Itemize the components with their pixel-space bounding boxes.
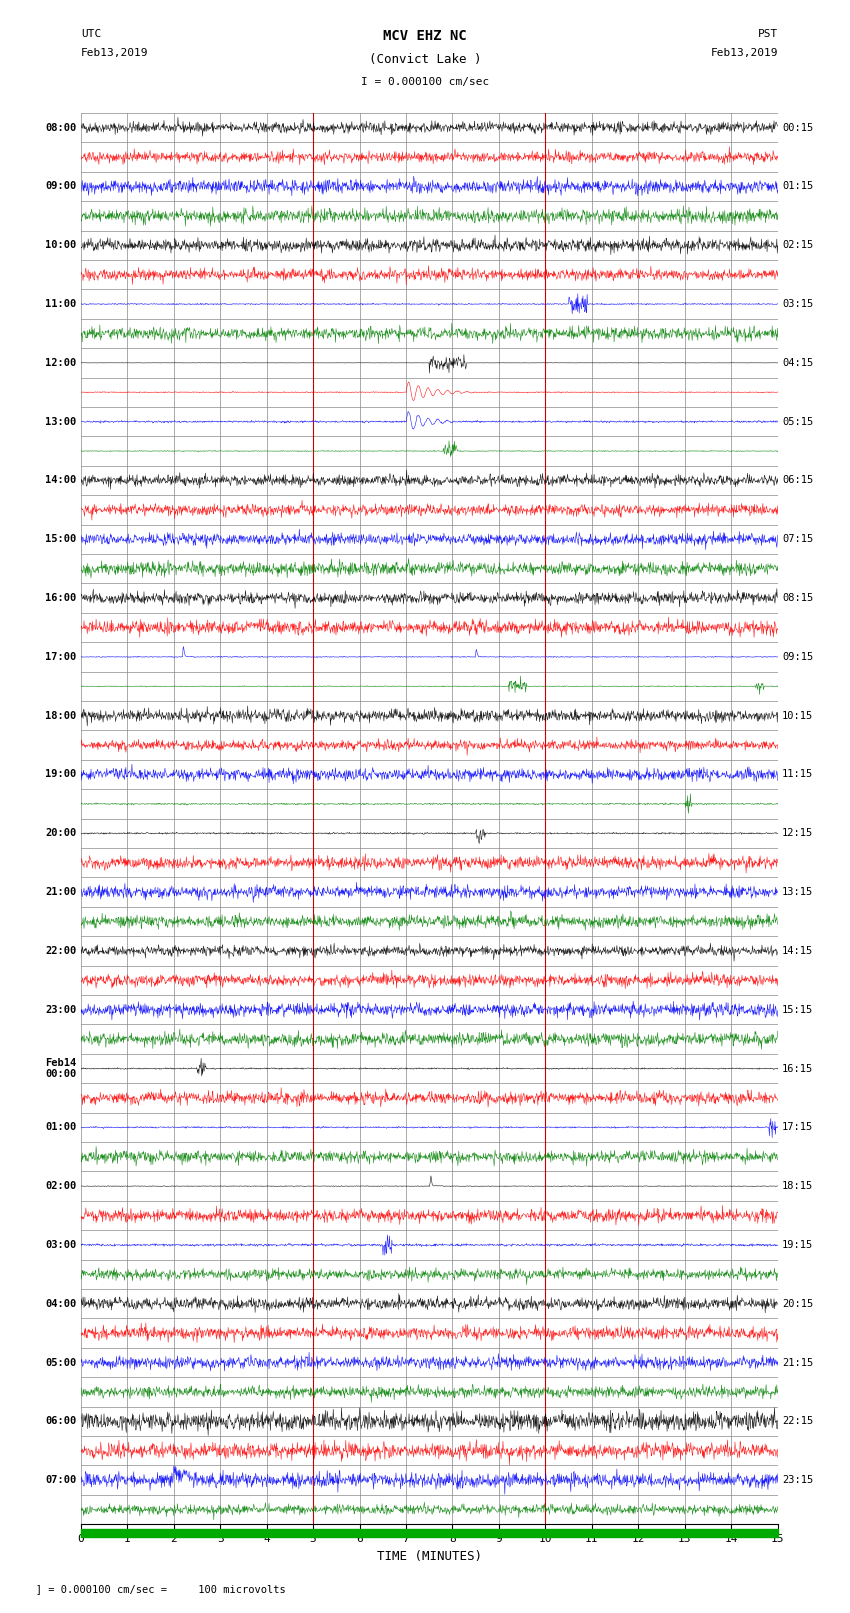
Text: 07:00: 07:00 — [45, 1476, 76, 1486]
X-axis label: TIME (MINUTES): TIME (MINUTES) — [377, 1550, 482, 1563]
Text: 09:00: 09:00 — [45, 181, 76, 192]
Text: 03:00: 03:00 — [45, 1240, 76, 1250]
Text: 00:15: 00:15 — [782, 123, 813, 132]
Text: 04:15: 04:15 — [782, 358, 813, 368]
Text: I = 0.000100 cm/sec: I = 0.000100 cm/sec — [361, 77, 489, 87]
Text: 01:15: 01:15 — [782, 181, 813, 192]
Text: 05:15: 05:15 — [782, 416, 813, 427]
Text: 13:00: 13:00 — [45, 416, 76, 427]
Text: ] = 0.000100 cm/sec =     100 microvolts: ] = 0.000100 cm/sec = 100 microvolts — [17, 1584, 286, 1594]
Text: 11:00: 11:00 — [45, 298, 76, 310]
Text: 16:15: 16:15 — [782, 1063, 813, 1074]
Text: (Convict Lake ): (Convict Lake ) — [369, 53, 481, 66]
Text: 08:15: 08:15 — [782, 594, 813, 603]
Text: 21:15: 21:15 — [782, 1358, 813, 1368]
Text: 06:15: 06:15 — [782, 476, 813, 486]
Text: 02:15: 02:15 — [782, 240, 813, 250]
Text: 22:00: 22:00 — [45, 945, 76, 957]
Text: 12:15: 12:15 — [782, 829, 813, 839]
Text: 17:15: 17:15 — [782, 1123, 813, 1132]
Text: Feb14
00:00: Feb14 00:00 — [45, 1058, 76, 1079]
Text: 23:15: 23:15 — [782, 1476, 813, 1486]
Text: 06:00: 06:00 — [45, 1416, 76, 1426]
Text: UTC: UTC — [81, 29, 101, 39]
Text: 01:00: 01:00 — [45, 1123, 76, 1132]
Text: 22:15: 22:15 — [782, 1416, 813, 1426]
Text: 15:15: 15:15 — [782, 1005, 813, 1015]
Text: 13:15: 13:15 — [782, 887, 813, 897]
Text: Feb13,2019: Feb13,2019 — [711, 48, 778, 58]
Text: 04:00: 04:00 — [45, 1298, 76, 1308]
Text: MCV EHZ NC: MCV EHZ NC — [383, 29, 467, 44]
Text: 11:15: 11:15 — [782, 769, 813, 779]
Text: 09:15: 09:15 — [782, 652, 813, 661]
Text: 19:15: 19:15 — [782, 1240, 813, 1250]
Text: 14:15: 14:15 — [782, 945, 813, 957]
Text: 18:15: 18:15 — [782, 1181, 813, 1190]
Text: 23:00: 23:00 — [45, 1005, 76, 1015]
Text: 10:00: 10:00 — [45, 240, 76, 250]
Text: 03:15: 03:15 — [782, 298, 813, 310]
Text: 07:15: 07:15 — [782, 534, 813, 544]
Text: Feb13,2019: Feb13,2019 — [81, 48, 148, 58]
Text: 02:00: 02:00 — [45, 1181, 76, 1190]
Text: 19:00: 19:00 — [45, 769, 76, 779]
Text: 20:00: 20:00 — [45, 829, 76, 839]
Text: 15:00: 15:00 — [45, 534, 76, 544]
Text: 21:00: 21:00 — [45, 887, 76, 897]
Text: 16:00: 16:00 — [45, 594, 76, 603]
Text: 08:00: 08:00 — [45, 123, 76, 132]
Text: 05:00: 05:00 — [45, 1358, 76, 1368]
Text: 14:00: 14:00 — [45, 476, 76, 486]
Text: 12:00: 12:00 — [45, 358, 76, 368]
Text: 17:00: 17:00 — [45, 652, 76, 661]
Text: 20:15: 20:15 — [782, 1298, 813, 1308]
Text: 10:15: 10:15 — [782, 711, 813, 721]
Text: 18:00: 18:00 — [45, 711, 76, 721]
Text: PST: PST — [757, 29, 778, 39]
